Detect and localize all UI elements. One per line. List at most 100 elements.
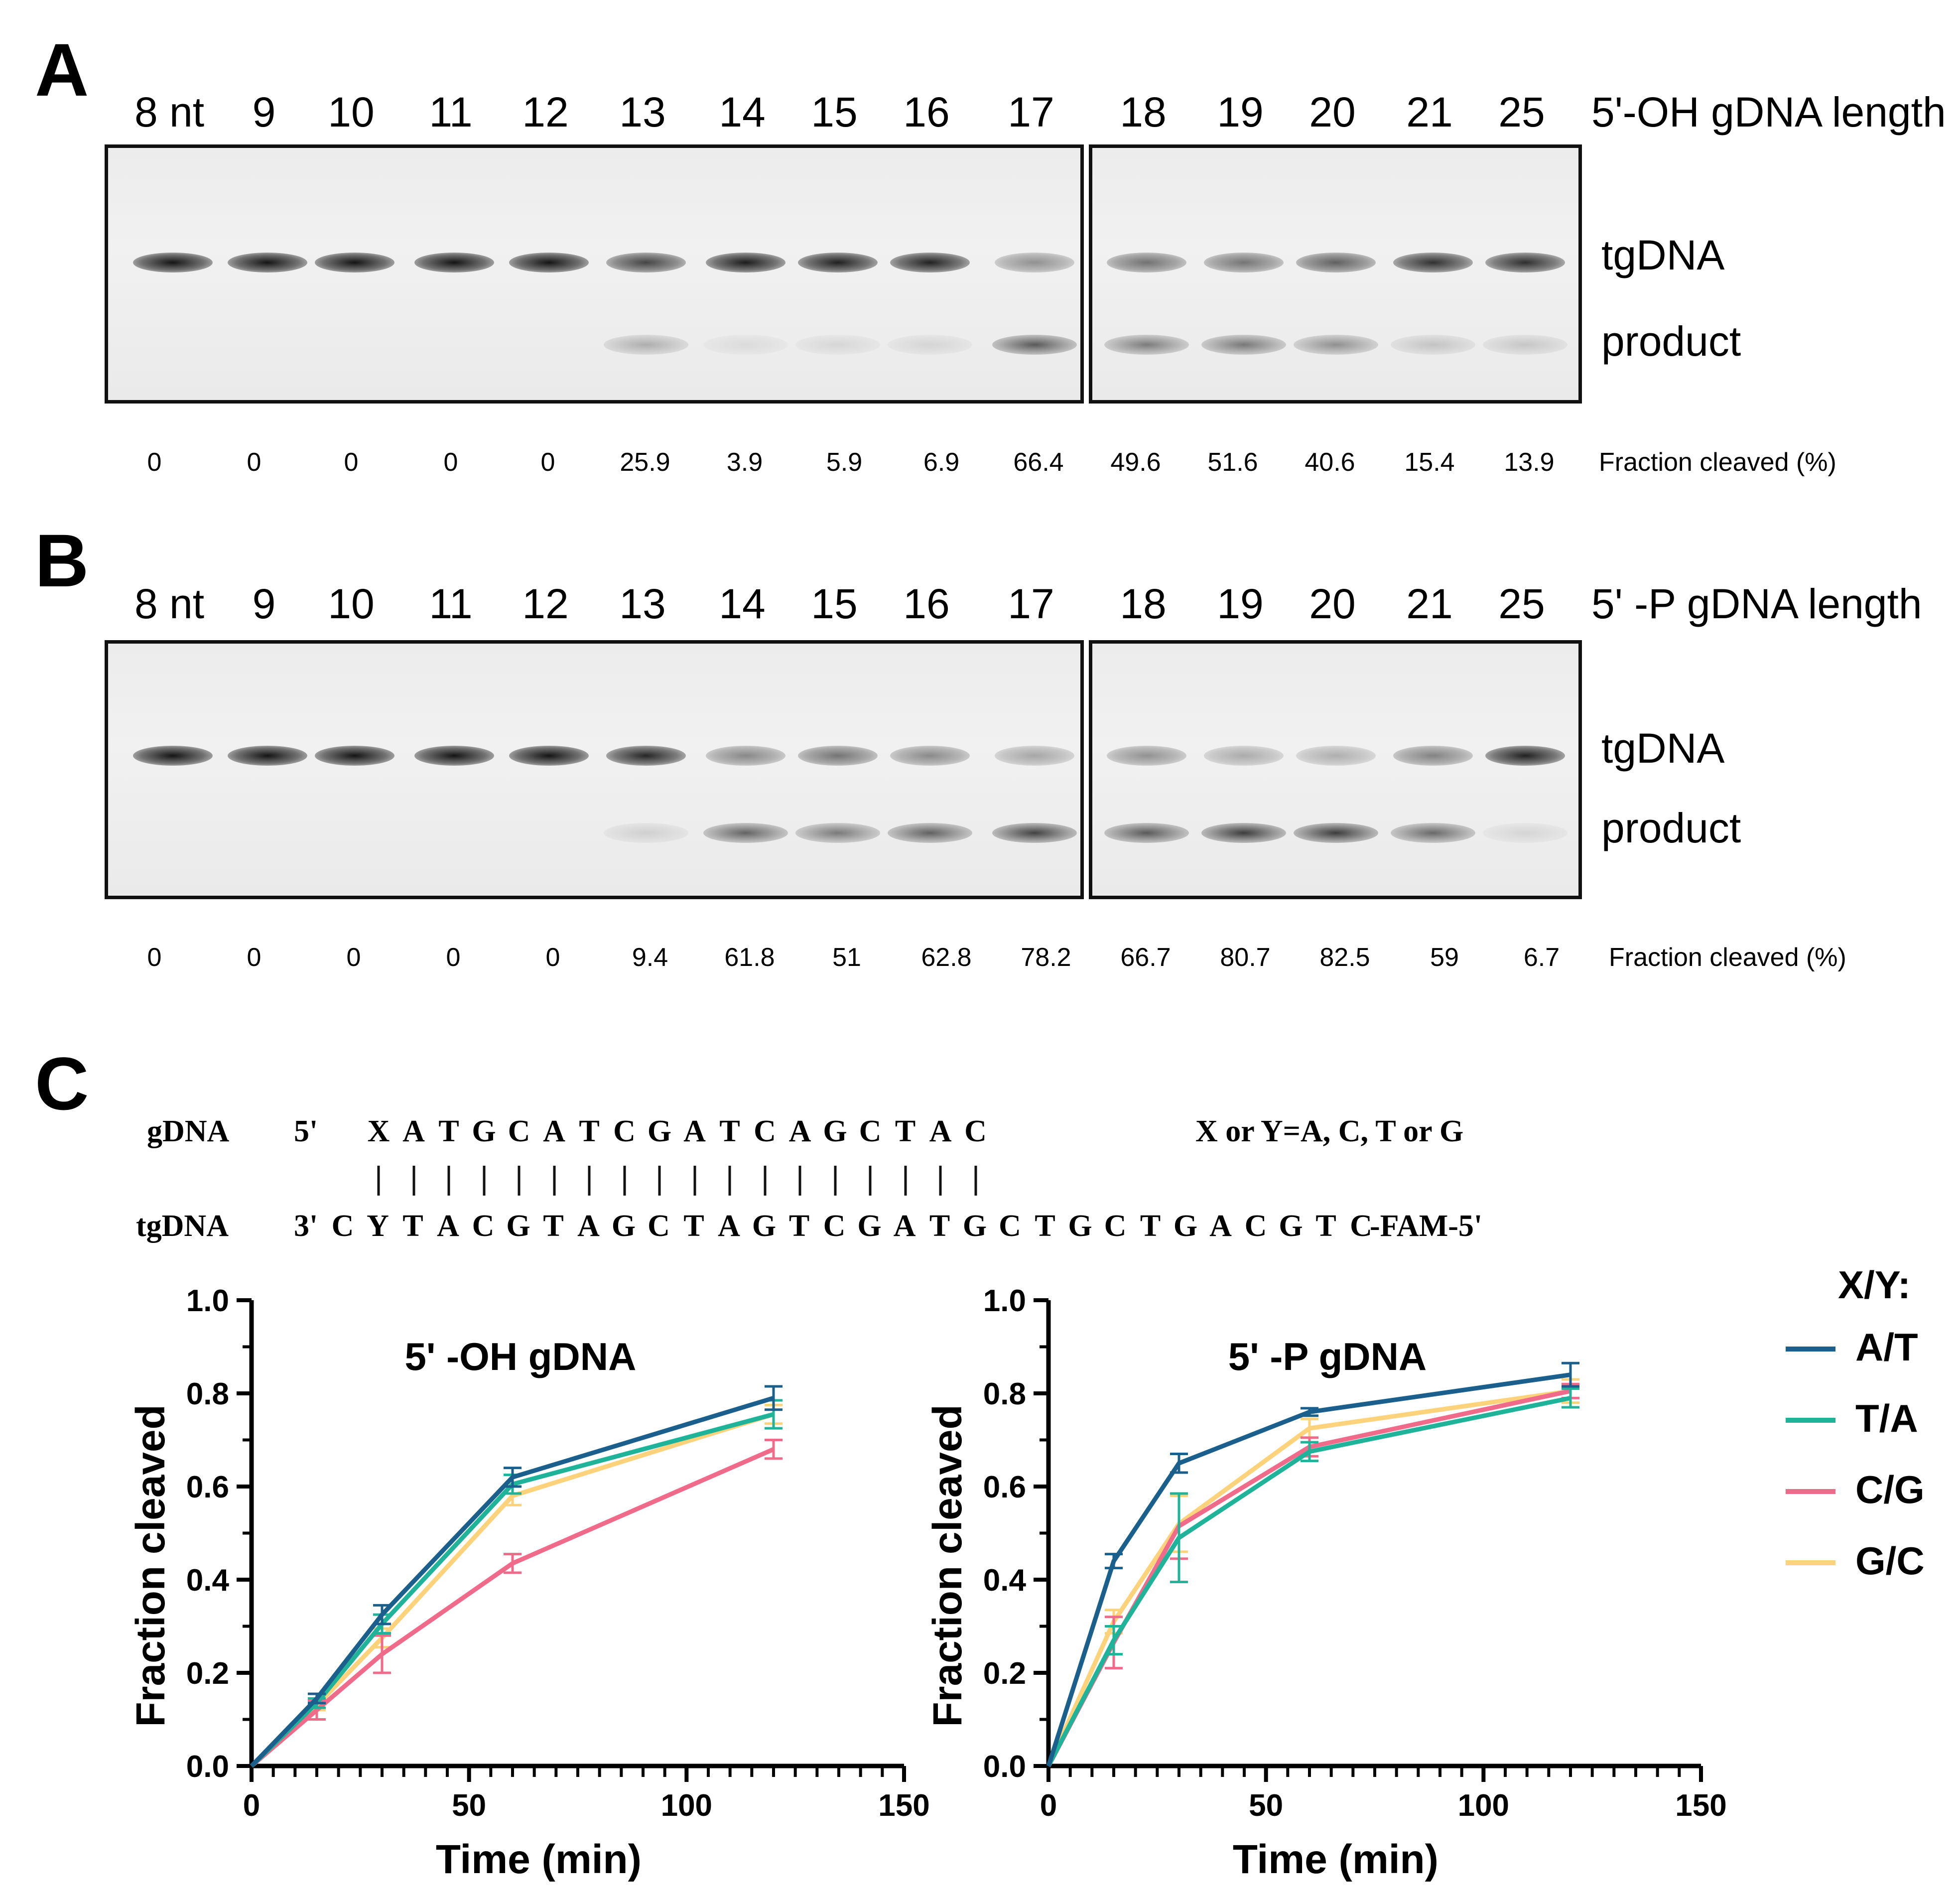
legend-swatch: [1786, 1347, 1835, 1352]
lane-label: 18: [1120, 89, 1167, 136]
gdna-base: C: [964, 1114, 987, 1148]
tgdna-base: T: [683, 1209, 704, 1243]
gdna-base: T: [438, 1114, 459, 1148]
fraction-value: 82.5: [1319, 943, 1370, 972]
fraction-value: 0: [147, 943, 162, 972]
fraction-value: 0: [446, 943, 461, 972]
tgdna-base: C: [648, 1209, 670, 1243]
tgdna-band: [509, 253, 589, 272]
legend-swatch: [1786, 1418, 1835, 1423]
fraction-value: 0: [147, 448, 162, 477]
x-tick-label: 50: [1249, 1788, 1283, 1823]
gdna-base: C: [508, 1114, 530, 1148]
tgdna-band: [1485, 253, 1565, 272]
base-pair-bar: [798, 1166, 801, 1196]
gdna-base: T: [895, 1114, 916, 1148]
product-band: [795, 823, 880, 843]
tgdna-base: T: [1315, 1209, 1336, 1243]
product-band: [1483, 823, 1568, 843]
tgdna-fam-tail: -FAM-5': [1370, 1209, 1483, 1243]
band-label-tgdna-b: tgDNA: [1601, 725, 1725, 772]
panel-letter-b: B: [35, 519, 89, 602]
legend-item: A/T: [1786, 1328, 1945, 1367]
x-tick-label: 100: [661, 1788, 712, 1823]
base-pair-bar: [377, 1166, 380, 1196]
fraction-value: 51: [832, 943, 861, 972]
lane-label: 8 nt: [134, 580, 205, 627]
gdna-base: C: [754, 1114, 776, 1148]
fraction-value: 0: [545, 943, 560, 972]
x-tick-label: 150: [1675, 1788, 1726, 1823]
fraction-value: 25.9: [620, 448, 670, 477]
fraction-value: 9.4: [632, 943, 668, 972]
product-band: [703, 335, 788, 355]
gel-image-b-right: [1089, 640, 1582, 899]
x-tick-label: 50: [452, 1788, 486, 1823]
tgdna-base: T: [543, 1209, 564, 1243]
base-pair-bar: [728, 1166, 731, 1196]
gdna-base: C: [613, 1114, 636, 1148]
product-band: [604, 823, 688, 843]
lane-label: 15: [811, 580, 858, 627]
chart-5oh-gdna: 0.0 0.2 0.4 0.6 0.8 1.0 0 50 100 150 Time (min) Fra…: [128, 1284, 930, 1882]
lane-label: 21: [1406, 89, 1453, 136]
fraction-title-b: Fraction cleaved (%): [1609, 943, 1846, 972]
band-label-product-b: product: [1601, 805, 1741, 851]
panel-letter-c: C: [35, 1042, 89, 1125]
y-tick-label: 1.0: [983, 1284, 1026, 1318]
y-tick-label: 0.0: [186, 1750, 229, 1784]
tgdna-base: G: [857, 1209, 882, 1243]
base-pair-bar: [693, 1166, 696, 1196]
tgdna-base: G: [1279, 1209, 1303, 1243]
tgdna-band: [228, 746, 307, 766]
tgdna-base: T: [402, 1209, 423, 1243]
tgdna-band: [1107, 253, 1186, 272]
tgdna-band: [798, 746, 878, 766]
tgdna-band: [1393, 253, 1473, 272]
legend-label: T/A: [1855, 1396, 1918, 1440]
tgdna-3prime-label: 3': [294, 1209, 318, 1243]
tgdna-base: A: [437, 1209, 459, 1243]
tgdna-base: G: [1068, 1209, 1092, 1243]
gdna-length-title-a: 5'-OH gDNA length: [1591, 89, 1946, 136]
lane-label: 12: [522, 580, 569, 627]
product-band: [888, 823, 972, 843]
tgdna-base: A: [718, 1209, 740, 1243]
fraction-value: 49.6: [1110, 448, 1161, 477]
product-band: [1483, 335, 1568, 355]
legend-label: G/C: [1855, 1539, 1925, 1583]
fraction-value: 13.9: [1504, 448, 1555, 477]
lane-label: 19: [1217, 89, 1264, 136]
legend-label: C/G: [1855, 1468, 1925, 1511]
y-tick-label: 0.4: [983, 1563, 1027, 1598]
product-band: [1391, 335, 1475, 355]
tgdna-base: T: [1140, 1209, 1161, 1243]
fraction-value: 78.2: [1021, 943, 1071, 972]
lane-label: 11: [429, 580, 473, 627]
tgdna-base: C: [823, 1209, 846, 1243]
product-band: [1104, 823, 1189, 843]
base-pair-bar: [412, 1166, 415, 1196]
product-band: [992, 335, 1077, 355]
tgdna-base: A: [577, 1209, 600, 1243]
product-band: [888, 335, 972, 355]
tgdna-band: [706, 746, 785, 766]
product-band: [1391, 823, 1475, 843]
gel-image-a-right: [1089, 144, 1582, 404]
x-tick-label: 150: [878, 1788, 929, 1823]
gdna-base: A: [402, 1114, 425, 1148]
y-tick-label: 1.0: [186, 1284, 229, 1318]
chart-5p-gdna: 0.0 0.2 0.4 0.6 0.8 1.0 0 50 100 150 Time (min) Fra…: [925, 1284, 1727, 1882]
base-pair-bar: [553, 1166, 555, 1196]
xy-note: X or Y=A, C, T or G: [1195, 1114, 1464, 1148]
lane-label: 14: [719, 89, 766, 136]
lane-label: 18: [1120, 580, 1167, 627]
base-pair-bar: [764, 1166, 766, 1196]
tgdna-base: C: [331, 1209, 354, 1243]
gdna-label: gDNA: [147, 1114, 230, 1148]
gdna-base: G: [647, 1114, 672, 1148]
lane-label: 20: [1309, 580, 1356, 627]
chart-title: 5' -OH gDNA: [405, 1335, 637, 1378]
y-tick-label: 0.4: [186, 1563, 230, 1598]
lane-label: 14: [719, 580, 766, 627]
